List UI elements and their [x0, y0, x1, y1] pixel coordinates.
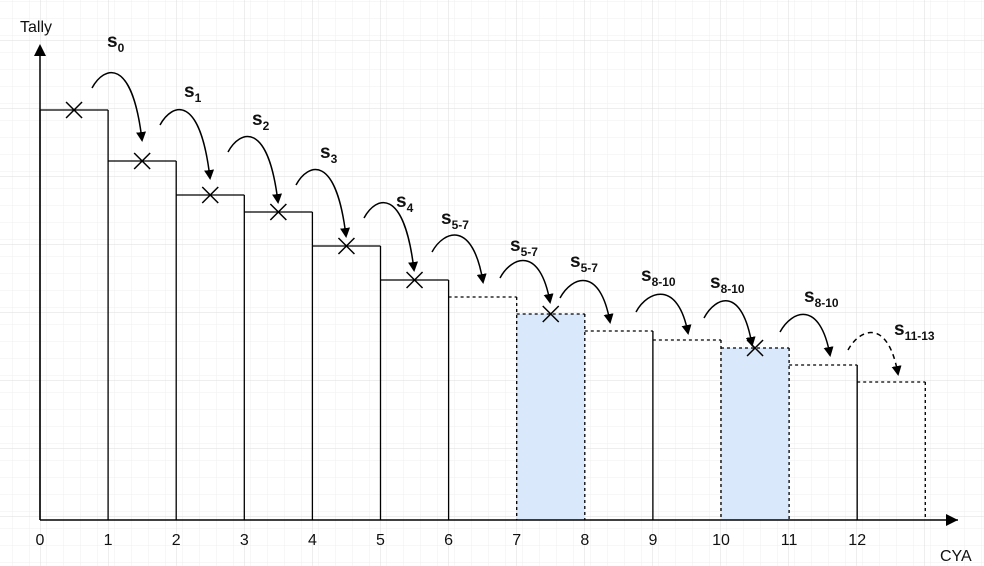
x-axis-label: CYA [940, 548, 972, 565]
step-arrow [159, 109, 215, 180]
step-arrow [431, 234, 487, 284]
step-label: s0 [107, 31, 125, 55]
step-label: s5-7 [510, 235, 538, 259]
x-tick-label: 3 [240, 532, 249, 549]
x-tick-label: 12 [848, 532, 866, 549]
step-subscript: 0 [118, 41, 125, 55]
cross-marker [406, 271, 424, 289]
step-arrow [363, 201, 419, 272]
x-tick-label: 2 [172, 532, 181, 549]
step-subscript: 8-10 [652, 275, 676, 289]
step-arrow [635, 293, 692, 335]
x-tick-label: 5 [376, 532, 385, 549]
step-arrow [703, 300, 756, 347]
step-arrow [847, 331, 902, 376]
step-symbol: s [396, 191, 407, 212]
step-symbol: s [710, 272, 721, 293]
highlight-bar [516, 314, 585, 520]
x-tick-label: 11 [781, 532, 798, 549]
x-tick-label: 0 [36, 532, 45, 549]
cross-marker [269, 203, 287, 221]
step-symbol: s [510, 235, 521, 256]
cross-marker [201, 186, 219, 204]
step-symbol: s [894, 319, 905, 340]
x-tick-label: 4 [308, 532, 317, 549]
bars [39, 109, 926, 520]
highlight-bar [721, 348, 790, 520]
step-symbol: s [441, 208, 452, 229]
step-symbol: s [641, 265, 652, 286]
step-subscript: 5-7 [521, 245, 539, 259]
cross-marker [542, 305, 560, 323]
step-label: s11-13 [894, 319, 935, 343]
step-arrow [91, 71, 147, 142]
step-subscript: 3 [331, 152, 338, 166]
step-label: s8-10 [641, 265, 676, 289]
x-tick-label: 1 [104, 532, 113, 549]
step-subscript: 8-10 [721, 282, 745, 296]
cross-marker [65, 101, 83, 119]
step-arrow [779, 313, 834, 357]
step-subscript: 5-7 [452, 218, 470, 232]
step-arrow [559, 279, 614, 324]
y-arrowhead [34, 44, 46, 56]
step-arrow [295, 168, 351, 238]
step-subscript: 5-7 [581, 261, 599, 275]
step-label: s5-7 [570, 251, 598, 275]
step-symbol: s [107, 31, 118, 52]
x-arrowhead [946, 514, 958, 526]
x-tick-label: 7 [512, 532, 521, 549]
step-label: s8-10 [710, 272, 745, 296]
step-symbol: s [252, 109, 263, 130]
step-label: s2 [252, 109, 270, 133]
step-label: s5-7 [441, 208, 469, 232]
step-label: s1 [184, 81, 202, 105]
step-subscript: 1 [195, 91, 202, 105]
cross-marker [337, 237, 355, 255]
step-symbol: s [184, 81, 195, 102]
x-tick-label: 10 [712, 532, 730, 549]
step-arrow [499, 259, 554, 304]
x-tick-label: 8 [580, 532, 589, 549]
step-symbol: s [804, 286, 815, 307]
step-label: s8-10 [804, 286, 839, 310]
step-subscript: 4 [407, 201, 414, 215]
step-subscript: 2 [263, 119, 270, 133]
cross-marker [133, 152, 151, 170]
step-symbol: s [320, 142, 331, 163]
step-label: s3 [320, 142, 338, 166]
step-symbol: s [570, 251, 581, 272]
y-axis-label: Tally [20, 19, 52, 36]
step-subscript: 11-13 [905, 329, 935, 343]
step-label: s4 [396, 191, 414, 215]
step-subscript: 8-10 [815, 296, 839, 310]
x-tick-label: 6 [444, 532, 453, 549]
step-arrow [227, 135, 282, 204]
x-tick-label: 9 [648, 532, 657, 549]
